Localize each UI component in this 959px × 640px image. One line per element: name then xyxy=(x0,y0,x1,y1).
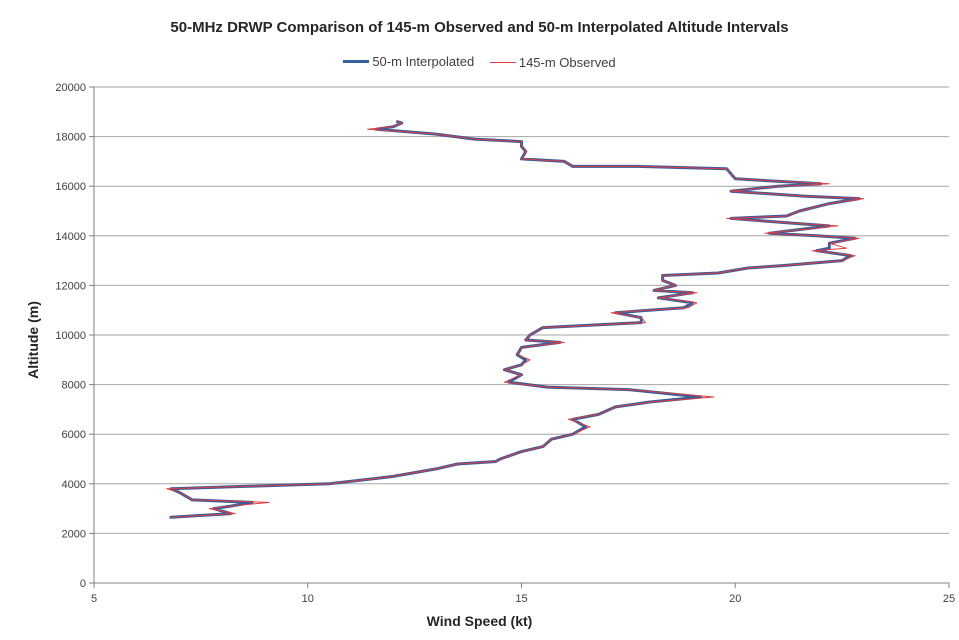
legend-label-interpolated: 50-m Interpolated xyxy=(372,54,475,69)
y-tick-label: 8000 xyxy=(62,380,86,392)
y-tick-label: 12000 xyxy=(55,280,86,292)
x-tick-label: 5 xyxy=(91,593,97,605)
x-axis-label: Wind Speed (kt) xyxy=(426,613,533,629)
series-line-interpolated xyxy=(169,120,861,519)
series-line-observed xyxy=(166,121,864,518)
legend-item-interpolated: 50-m Interpolated xyxy=(343,54,474,69)
y-tick-label: 14000 xyxy=(55,231,86,243)
y-tick-label: 18000 xyxy=(55,132,86,144)
x-tick-label: 25 xyxy=(943,593,955,605)
y-tick-label: 4000 xyxy=(62,479,86,491)
legend: 50-m Interpolated 145-m Observed xyxy=(0,51,959,70)
y-tick-label: 0 xyxy=(80,578,86,590)
legend-swatch-observed xyxy=(489,62,516,63)
y-tick-label: 10000 xyxy=(55,330,86,342)
x-tick-label: 15 xyxy=(515,593,527,605)
x-tick-label: 20 xyxy=(729,593,741,605)
legend-label-observed: 145-m Observed xyxy=(518,55,616,70)
y-tick-label: 2000 xyxy=(62,528,86,540)
chart-title: 50-MHz DRWP Comparison of 145-m Observed… xyxy=(170,19,789,36)
x-tick-label: 10 xyxy=(302,593,314,605)
legend-item-observed: 145-m Observed xyxy=(489,55,616,70)
y-axis-label: Altitude (m) xyxy=(25,301,41,379)
y-tick-label: 6000 xyxy=(62,429,86,441)
legend-swatch-interpolated xyxy=(343,60,370,63)
y-tick-label: 16000 xyxy=(55,181,86,193)
y-tick-label: 20000 xyxy=(55,82,86,94)
